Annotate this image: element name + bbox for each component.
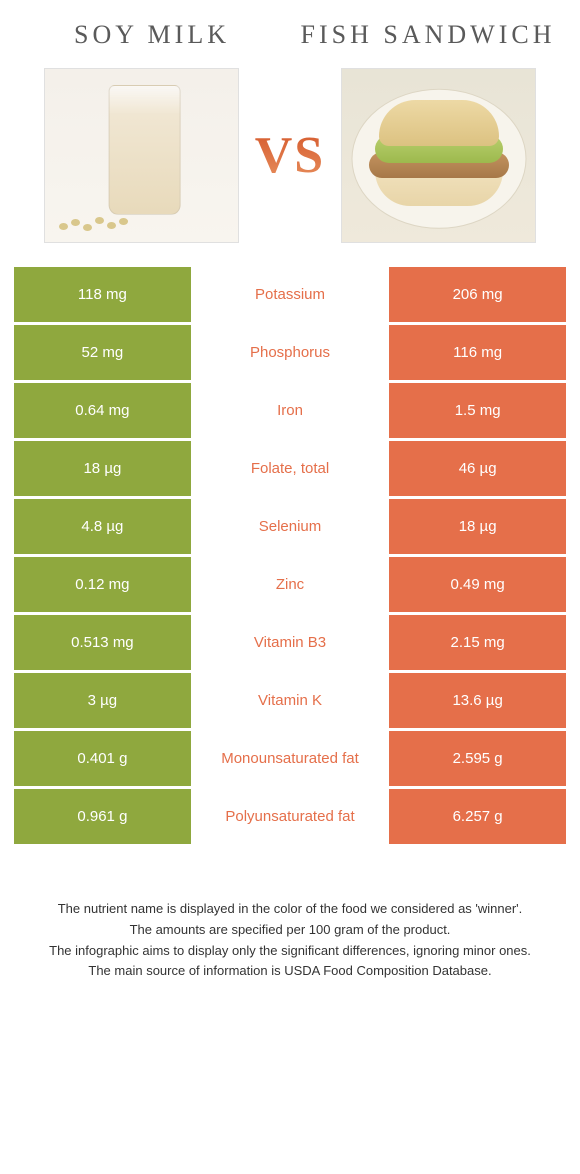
right-value: 116 mg xyxy=(389,325,566,380)
left-value: 0.12 mg xyxy=(14,557,191,612)
right-value: 6.257 g xyxy=(389,789,566,844)
left-value: 0.401 g xyxy=(14,731,191,786)
nutrient-name: Iron xyxy=(193,383,387,438)
left-value: 3 µg xyxy=(14,673,191,728)
nutrient-table: 118 mgPotassium206 mg52 mgPhosphorus116 … xyxy=(14,267,566,844)
right-value: 206 mg xyxy=(389,267,566,322)
footer-line: The amounts are specified per 100 gram o… xyxy=(34,920,546,941)
header-row: Soy milk Fish sandwich xyxy=(14,20,566,50)
left-food-title: Soy milk xyxy=(14,20,290,50)
right-value: 0.49 mg xyxy=(389,557,566,612)
vs-label: VS xyxy=(249,126,331,185)
right-value: 1.5 mg xyxy=(389,383,566,438)
nutrient-name: Vitamin K xyxy=(193,673,387,728)
nutrient-name: Vitamin B3 xyxy=(193,615,387,670)
nutrient-row: 18 µgFolate, total46 µg xyxy=(14,441,566,496)
footer-line: The main source of information is USDA F… xyxy=(34,961,546,982)
nutrient-name: Zinc xyxy=(193,557,387,612)
right-value: 18 µg xyxy=(389,499,566,554)
images-row: VS xyxy=(14,68,566,243)
left-value: 0.513 mg xyxy=(14,615,191,670)
nutrient-name: Folate, total xyxy=(193,441,387,496)
nutrient-name: Potassium xyxy=(193,267,387,322)
nutrient-row: 118 mgPotassium206 mg xyxy=(14,267,566,322)
left-value: 0.961 g xyxy=(14,789,191,844)
footer-line: The infographic aims to display only the… xyxy=(34,941,546,962)
nutrient-row: 0.64 mgIron1.5 mg xyxy=(14,383,566,438)
left-value: 18 µg xyxy=(14,441,191,496)
left-value: 0.64 mg xyxy=(14,383,191,438)
nutrient-row: 0.401 gMonounsaturated fat2.595 g xyxy=(14,731,566,786)
nutrient-row: 0.12 mgZinc0.49 mg xyxy=(14,557,566,612)
right-value: 46 µg xyxy=(389,441,566,496)
nutrient-name: Polyunsaturated fat xyxy=(193,789,387,844)
nutrient-row: 3 µgVitamin K13.6 µg xyxy=(14,673,566,728)
right-value: 13.6 µg xyxy=(389,673,566,728)
footer-notes: The nutrient name is displayed in the co… xyxy=(14,899,566,982)
right-value: 2.15 mg xyxy=(389,615,566,670)
nutrient-row: 0.513 mgVitamin B32.15 mg xyxy=(14,615,566,670)
nutrient-name: Monounsaturated fat xyxy=(193,731,387,786)
left-food-image xyxy=(44,68,239,243)
nutrient-name: Selenium xyxy=(193,499,387,554)
right-food-title: Fish sandwich xyxy=(290,20,566,50)
left-value: 118 mg xyxy=(14,267,191,322)
nutrient-row: 0.961 gPolyunsaturated fat6.257 g xyxy=(14,789,566,844)
left-value: 4.8 µg xyxy=(14,499,191,554)
left-value: 52 mg xyxy=(14,325,191,380)
nutrient-name: Phosphorus xyxy=(193,325,387,380)
footer-line: The nutrient name is displayed in the co… xyxy=(34,899,546,920)
nutrient-row: 4.8 µgSelenium18 µg xyxy=(14,499,566,554)
right-value: 2.595 g xyxy=(389,731,566,786)
right-food-image xyxy=(341,68,536,243)
nutrient-row: 52 mgPhosphorus116 mg xyxy=(14,325,566,380)
